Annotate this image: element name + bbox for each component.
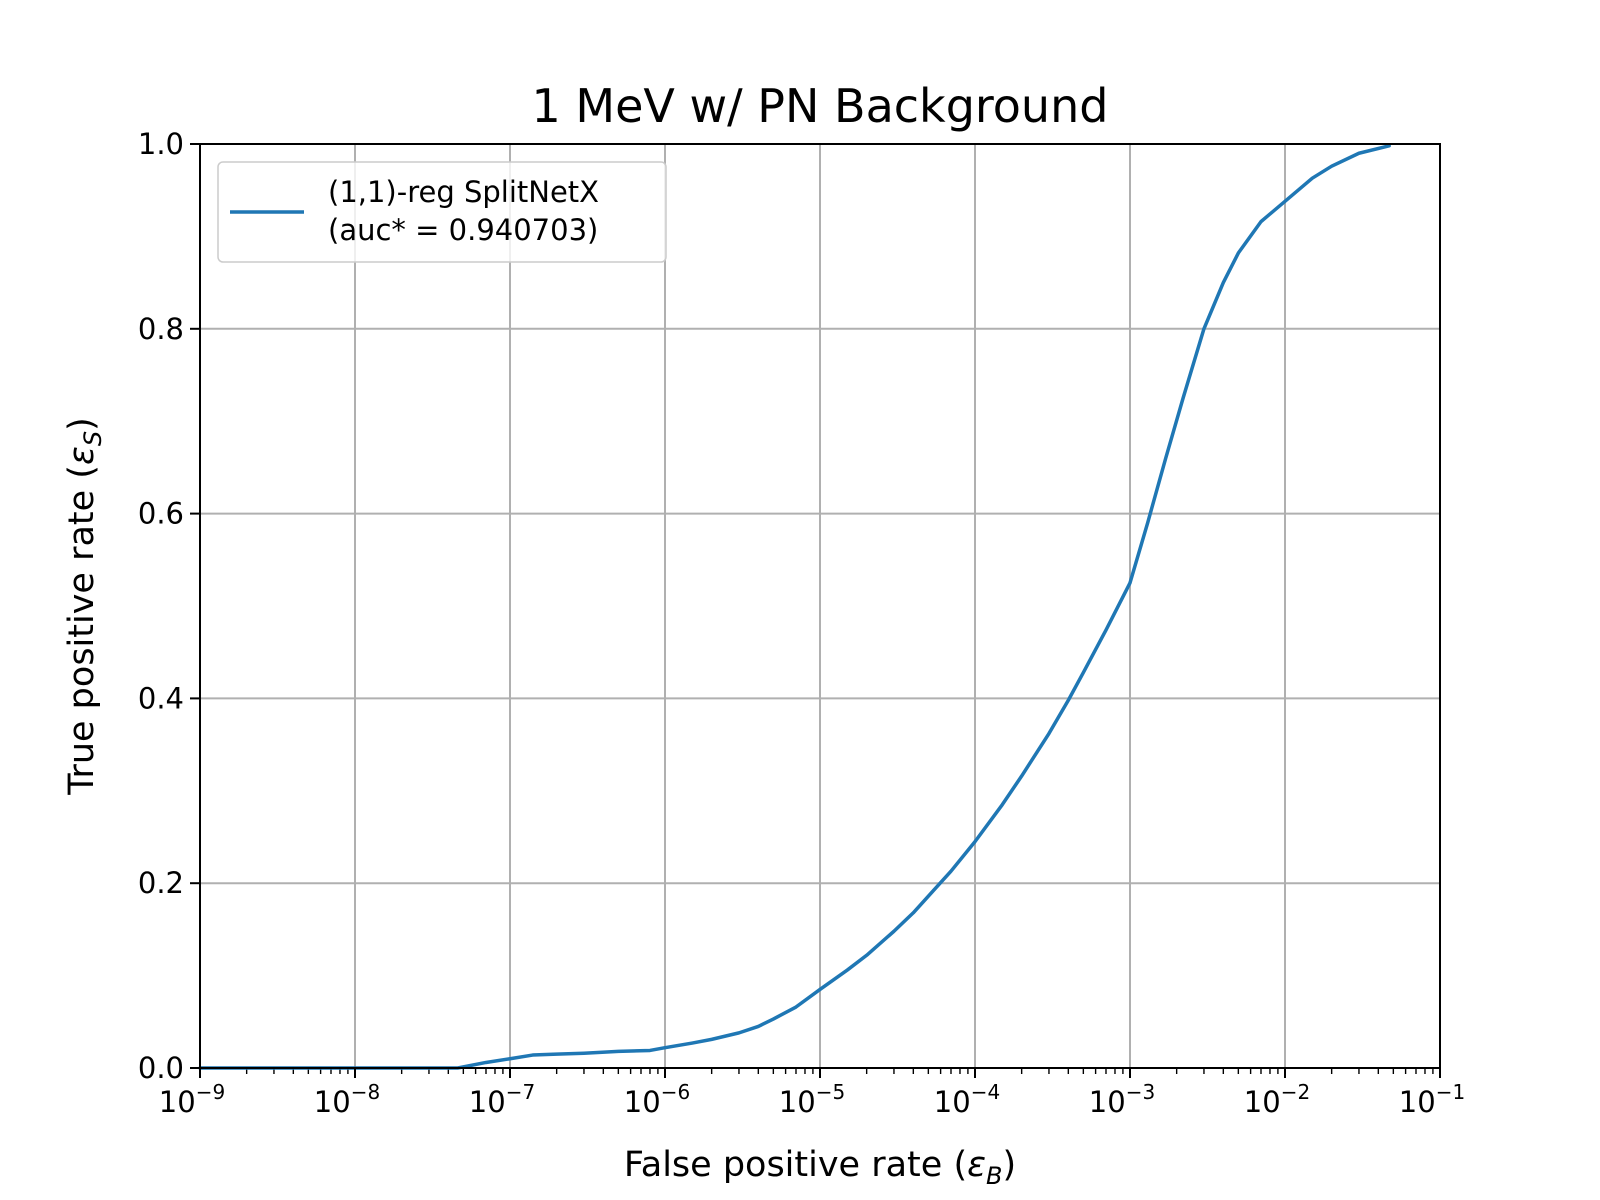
x-tick-label: 10−7 <box>469 1080 535 1119</box>
x-tick-exponent: −9 <box>196 1080 225 1104</box>
x-tick-exponent: −8 <box>351 1080 380 1104</box>
y-tick-label: 1.0 <box>138 127 184 161</box>
x-tick-base: 10 <box>469 1085 506 1119</box>
y-axis-label-text: True positive rate ( <box>62 465 102 796</box>
y-axis-ticks: 0.0 0.2 0.4 0.6 0.8 1.0 <box>138 127 200 1085</box>
x-tick-label: 10−5 <box>779 1080 845 1119</box>
x-tick-base: 10 <box>1399 1085 1436 1119</box>
x-tick-exponent: −2 <box>1281 1080 1310 1104</box>
legend: (1,1)-reg SplitNetX (auc* = 0.940703) <box>217 161 667 263</box>
x-axis-label-subscript: B <box>986 1162 1002 1190</box>
x-tick-exponent: −4 <box>971 1080 1000 1104</box>
x-tick-base: 10 <box>1244 1085 1281 1119</box>
y-tick-label: 0.4 <box>138 681 184 715</box>
y-tick-label: 0.0 <box>138 1051 184 1085</box>
y-tick-label: 0.8 <box>138 312 184 346</box>
x-tick-base: 10 <box>934 1085 971 1119</box>
roc-curve-line <box>198 144 1391 1070</box>
x-tick-label: 10−4 <box>934 1080 1000 1119</box>
x-tick-label: 10−9 <box>159 1080 225 1119</box>
x-axis-label-symbol: ε <box>967 1145 986 1185</box>
x-tick-base: 10 <box>779 1085 816 1119</box>
x-tick-label: 10−2 <box>1244 1080 1310 1119</box>
x-tick-exponent: −5 <box>816 1080 845 1104</box>
x-tick-exponent: −6 <box>661 1080 690 1104</box>
y-tick-label: 0.6 <box>138 497 184 531</box>
x-tick-base: 10 <box>314 1085 351 1119</box>
x-tick-base: 10 <box>159 1085 196 1119</box>
y-axis-label-subscript: S <box>79 431 107 446</box>
x-tick-exponent: −1 <box>1436 1080 1465 1104</box>
y-tick-label: 0.2 <box>138 866 184 900</box>
x-axis-label-close: ) <box>1003 1145 1017 1185</box>
x-axis-ticks: 10−9 10−8 10−7 10−6 10−5 10−4 10−3 10−2 10−1 <box>159 1068 1465 1119</box>
x-tick-exponent: −3 <box>1126 1080 1155 1104</box>
x-tick-label: 10−3 <box>1089 1080 1155 1119</box>
x-tick-label: 10−1 <box>1399 1080 1465 1119</box>
x-tick-base: 10 <box>1089 1085 1126 1119</box>
legend-label-line1: (1,1)-reg SplitNetX <box>328 175 599 209</box>
series-layer <box>198 144 1391 1070</box>
x-axis-label-text: False positive rate ( <box>624 1145 967 1185</box>
x-tick-exponent: −7 <box>506 1080 535 1104</box>
x-tick-label: 10−8 <box>314 1080 380 1119</box>
x-tick-label: 10−6 <box>624 1080 690 1119</box>
x-axis-label: False positive rate (εB) <box>624 1145 1016 1190</box>
legend-label-line2: (auc* = 0.940703) <box>328 213 598 247</box>
y-axis-label: True positive rate (εS) <box>62 417 107 796</box>
x-tick-base: 10 <box>624 1085 661 1119</box>
chart-title: 1 MeV w/ PN Background <box>532 79 1109 133</box>
legend-box <box>217 161 667 263</box>
y-axis-label-close: ) <box>62 417 102 431</box>
y-axis-label-symbol: ε <box>62 446 102 465</box>
